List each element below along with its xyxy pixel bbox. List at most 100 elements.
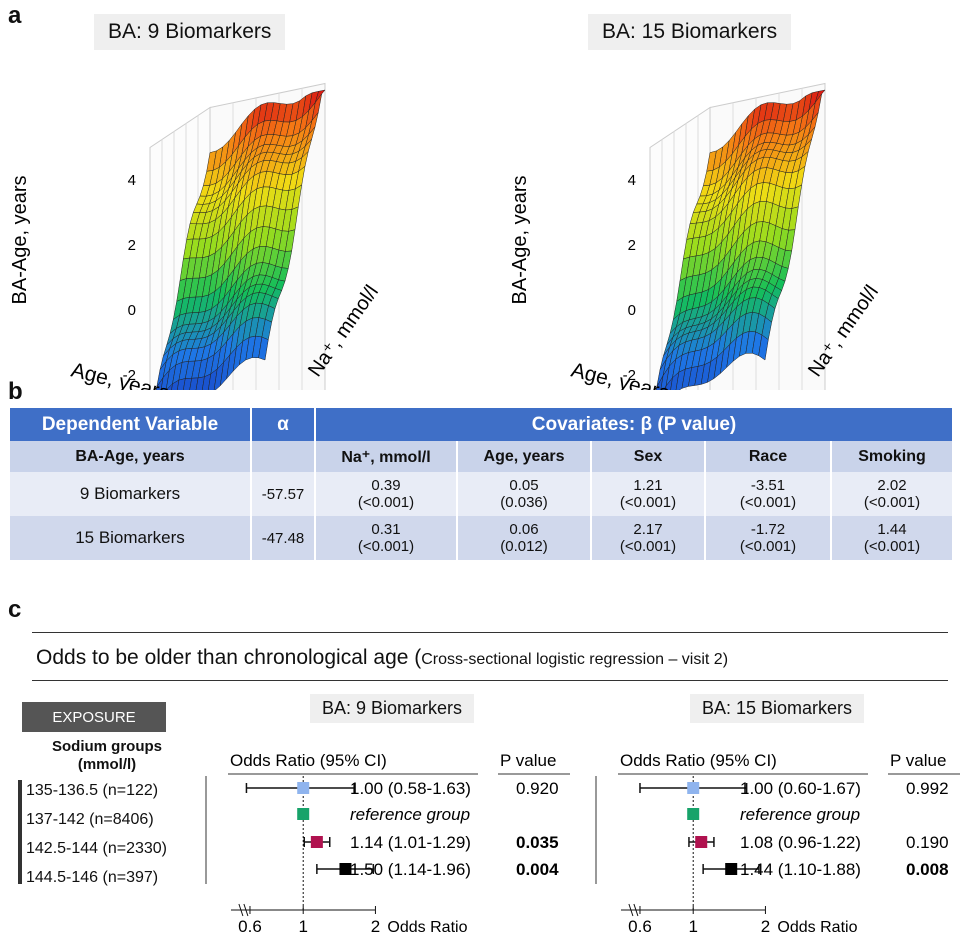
col-race: Race	[704, 441, 831, 472]
p-value-label: 0.004	[516, 860, 559, 879]
header-alpha: α	[250, 408, 315, 441]
col-ba-age: BA-Age, years	[10, 441, 251, 472]
panel-b-letter: b	[8, 378, 23, 405]
header-covariates: Covariates: β (P value)	[314, 408, 952, 441]
table-row: 15 Biomarkers -47.48 0.31 (<0.001) 0.06 (0…	[10, 516, 952, 560]
sodium-groups-header: Sodium groups (mmol/l)	[32, 738, 182, 774]
beta-value: 0.39	[371, 477, 401, 494]
surface-plot-15: 420-2-465605550145140135BA-Age, yearsAge…	[509, 82, 883, 390]
or-point	[687, 782, 700, 794]
alpha-value: -47.48	[250, 516, 315, 560]
row-label: 15 Biomarkers	[10, 516, 251, 560]
table-row: 9 Biomarkers -57.57 0.39 (<0.001) 0.05 (0.…	[10, 472, 952, 516]
surface-plot-9: 420-2-465605550145140135BA-Age, yearsAge…	[9, 82, 383, 390]
p-header: P value	[500, 751, 556, 770]
z-tick-label: -2	[623, 367, 636, 384]
p-value: (<0.001)	[739, 538, 797, 555]
col-alpha-blank	[250, 441, 315, 472]
or-label: 1.14 (1.01-1.29)	[350, 833, 471, 852]
panel-a-letter: a	[8, 2, 22, 29]
beta-value: 0.31	[371, 521, 401, 538]
surface-mesh	[656, 89, 826, 390]
or-header: Odds Ratio (95% CI)	[620, 751, 777, 770]
forest-plot-15: Odds Ratio (95% CI) P value 0.6 1 2 Odds Rati…	[595, 751, 960, 936]
p-value-label: 0.008	[906, 860, 949, 879]
forest-title-main: Odds to be older than chronological age …	[36, 646, 422, 669]
beta-value: 2.02	[877, 477, 907, 494]
or-header: Odds Ratio (95% CI)	[230, 751, 387, 770]
list-item: 144.5-146 (n=397)	[26, 869, 159, 886]
x-tick-label: 0.6	[238, 917, 262, 936]
beta-value: 2.17	[633, 521, 663, 538]
forest-title-sub: Cross-sectional logistic regression – vi…	[421, 651, 729, 668]
regression-table: Dependent Variable α Covariates: β (P va…	[10, 408, 952, 560]
x-tick-label: 0.6	[628, 917, 652, 936]
or-point	[297, 782, 310, 794]
forest2-title: BA: 15 Biomarkers	[690, 694, 865, 723]
beta-value: -3.51	[750, 477, 786, 494]
axis-break	[238, 903, 244, 917]
x-tick-label: 2	[371, 917, 380, 936]
axis-break	[243, 903, 249, 917]
list-item: 142.5-144 (n=2330)	[26, 840, 167, 857]
p-value: (<0.001)	[357, 494, 415, 511]
x-tick-label: 1	[688, 917, 697, 936]
or-label: 1.08 (0.96-1.22)	[740, 833, 861, 852]
p-value: (<0.001)	[863, 494, 921, 511]
or-label: reference group	[350, 805, 470, 824]
z-tick-label: 2	[128, 237, 136, 254]
p-value: (0.012)	[500, 538, 548, 555]
axis-break	[628, 903, 634, 917]
col-sex: Sex	[590, 441, 705, 472]
or-point	[695, 836, 708, 848]
z-tick-label: 4	[128, 172, 136, 189]
axis-break	[633, 903, 639, 917]
or-point	[687, 808, 700, 820]
or-point	[339, 863, 352, 875]
plot1-title: BA: 9 Biomarkers	[94, 14, 286, 50]
or-label: 1.44 (1.10-1.88)	[740, 860, 861, 879]
top-rule	[32, 632, 948, 633]
bottom-rule	[32, 680, 948, 681]
or-label: 1.50 (1.14-1.96)	[350, 860, 471, 879]
p-value: (<0.001)	[357, 538, 415, 555]
x-tick-label: 2	[761, 917, 770, 936]
x-axis-label: Odds Ratio	[387, 919, 467, 936]
row-label: 9 Biomarkers	[10, 472, 251, 516]
x-axis-label: Odds Ratio	[777, 919, 857, 936]
col-smoking: Smoking	[830, 441, 952, 472]
list-item: 135-136.5 (n=122)	[26, 782, 159, 799]
p-value: (<0.001)	[619, 494, 677, 511]
surface-facet	[258, 336, 269, 361]
sodium-groups-header-2: (mmol/l)	[77, 756, 137, 773]
forest-plot-9: Odds Ratio (95% CI) P value 0.6 1 2 Odds Rati…	[205, 751, 570, 936]
z-tick-label: 2	[628, 237, 636, 254]
z-axis-label: BA-Age, years	[509, 176, 531, 305]
group-list: 135-136.5 (n=122) 137-142 (n=8406) 142.5…	[26, 776, 167, 892]
panel-c-letter: c	[8, 596, 22, 623]
z-tick-label: -2	[123, 367, 136, 384]
or-label: reference group	[740, 805, 860, 824]
header-dependent-variable: Dependent Variable	[10, 408, 251, 441]
p-value-label: 0.190	[906, 833, 949, 852]
p-value: (<0.001)	[739, 494, 797, 511]
list-item: 137-142 (n=8406)	[26, 811, 154, 828]
p-value: (0.036)	[500, 494, 548, 511]
or-point	[310, 836, 323, 848]
col-na: Na⁺, mmol/l	[314, 441, 457, 472]
beta-value: 0.05	[509, 477, 539, 494]
z-tick-label: 0	[128, 302, 136, 319]
x-tick-label: 1	[298, 917, 307, 936]
z-tick-label: 4	[628, 172, 636, 189]
p-value-label: 0.992	[906, 779, 949, 798]
z-axis-label: BA-Age, years	[9, 176, 31, 305]
sodium-groups-header-1: Sodium groups	[52, 738, 162, 755]
forest1-title: BA: 9 Biomarkers	[310, 694, 475, 723]
beta-value: 1.44	[877, 521, 907, 538]
z-tick-label: 0	[628, 302, 636, 319]
or-point	[725, 863, 738, 875]
p-value-label: 0.920	[516, 779, 559, 798]
beta-value: 1.21	[633, 477, 663, 494]
or-label: 1.00 (0.58-1.63)	[350, 779, 471, 798]
p-header: P value	[890, 751, 946, 770]
